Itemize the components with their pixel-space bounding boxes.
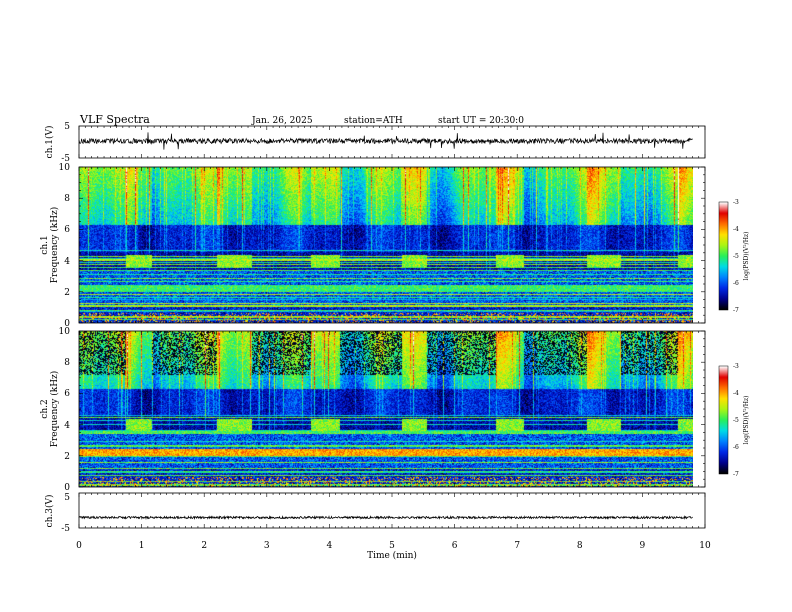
ch1-waveform-trace bbox=[78, 132, 693, 150]
ch2-colorbar-tick-4: -4 bbox=[733, 390, 739, 397]
xtick-3: 3 bbox=[264, 541, 270, 551]
ch2-ytick-8: 8 bbox=[64, 358, 70, 368]
ch3-waveform-panel: 5 -5 ch.3(V) bbox=[44, 492, 706, 534]
ch2-colorbar-frame bbox=[718, 365, 729, 475]
xtick-0: 0 bbox=[76, 541, 82, 551]
ch2-colorbar-tick-5: -5 bbox=[733, 417, 739, 424]
ch3-ytick-top: 5 bbox=[64, 493, 70, 503]
ch1-ytick-0: 0 bbox=[64, 319, 70, 329]
ch1-spectrogram-image bbox=[79, 167, 693, 323]
xtick-7: 7 bbox=[514, 541, 520, 551]
ch3-waveform-ylabel: ch.3(V) bbox=[44, 495, 55, 528]
ch2-spectrogram-image bbox=[79, 331, 693, 487]
ch2-ytick-0: 0 bbox=[64, 483, 70, 493]
ch1-colorbar-frame bbox=[718, 201, 729, 311]
ch1-ytick-10: 10 bbox=[59, 163, 71, 173]
ch1-colorbar-label: log(PSD)(V²/Hz) bbox=[743, 232, 750, 281]
xtick-9: 9 bbox=[640, 541, 646, 551]
ch1-frequency-label: Frequency (kHz) bbox=[49, 207, 60, 284]
ch2-frequency-label: Frequency (kHz) bbox=[49, 371, 60, 448]
ch3-ytick-bottom: -5 bbox=[61, 524, 70, 534]
ch2-colorbar-tick-6: -6 bbox=[733, 444, 739, 451]
ch1-ytick-top: 5 bbox=[64, 122, 70, 132]
ch1-colorbar: -3 -4 -5 -6 -7 log(PSD)(V²/Hz) bbox=[718, 199, 750, 314]
ch1-ytick-8: 8 bbox=[64, 194, 70, 204]
ch2-ytick-2: 2 bbox=[64, 452, 70, 462]
ch1-ytick-2: 2 bbox=[64, 288, 70, 298]
xtick-10: 10 bbox=[699, 541, 711, 551]
ch2-ytick-6: 6 bbox=[64, 389, 70, 399]
ch1-colorbar-tick-6: -6 bbox=[733, 280, 739, 287]
ch1-channel-label: ch.1 bbox=[40, 235, 50, 254]
ch1-colorbar-image bbox=[719, 202, 728, 310]
ch1-ytick-4: 4 bbox=[64, 257, 70, 267]
figure-title: VLF Spectra bbox=[79, 113, 150, 126]
ch3-waveform-trace bbox=[78, 515, 693, 521]
station-label: station=ATH bbox=[344, 116, 403, 126]
ch1-colorbar-tick-4: -4 bbox=[733, 226, 739, 233]
ch2-colorbar-image bbox=[719, 366, 728, 474]
time-axis: 0 1 2 3 4 5 6 7 8 9 10 Time (min) bbox=[76, 541, 711, 561]
ch2-spectrogram-panel: 0 2 4 6 8 10 ch.2 Frequency (kHz) bbox=[40, 327, 706, 493]
start-time-label: start UT = 20:30:0 bbox=[438, 116, 524, 126]
ch1-colorbar-tick-3: -3 bbox=[733, 199, 739, 206]
xtick-2: 2 bbox=[201, 541, 207, 551]
ch1-waveform-panel: 5 -5 ch.1(V) bbox=[44, 122, 706, 164]
xtick-1: 1 bbox=[139, 541, 145, 551]
xtick-8: 8 bbox=[577, 541, 583, 551]
ch1-ytick-6: 6 bbox=[64, 225, 70, 235]
ch1-colorbar-tick-7: -7 bbox=[733, 307, 739, 314]
ch1-waveform-ylabel: ch.1(V) bbox=[44, 126, 55, 159]
date-label: Jan. 26, 2025 bbox=[251, 116, 313, 126]
xtick-6: 6 bbox=[452, 541, 458, 551]
xtick-5: 5 bbox=[389, 541, 395, 551]
axis-ticks bbox=[78, 126, 706, 528]
ch1-spectrogram-panel: 0 2 4 6 8 10 ch.1 Frequency (kHz) bbox=[40, 163, 706, 329]
time-axis-label: Time (min) bbox=[367, 550, 417, 561]
ch3-waveform-frame bbox=[78, 492, 706, 529]
ch2-ytick-10: 10 bbox=[59, 327, 71, 337]
ch1-colorbar-tick-5: -5 bbox=[733, 253, 739, 260]
ch2-colorbar-label: log(PSD)(V²/Hz) bbox=[743, 396, 750, 445]
ch2-channel-label: ch.2 bbox=[40, 399, 50, 418]
ch2-colorbar-tick-3: -3 bbox=[733, 363, 739, 370]
xtick-4: 4 bbox=[327, 541, 333, 551]
ch2-colorbar: -3 -4 -5 -6 -7 log(PSD)(V²/Hz) bbox=[718, 363, 750, 478]
ch2-ytick-4: 4 bbox=[64, 421, 70, 431]
ch1-ytick-bottom: -5 bbox=[61, 154, 70, 164]
ch2-colorbar-tick-7: -7 bbox=[733, 471, 739, 478]
